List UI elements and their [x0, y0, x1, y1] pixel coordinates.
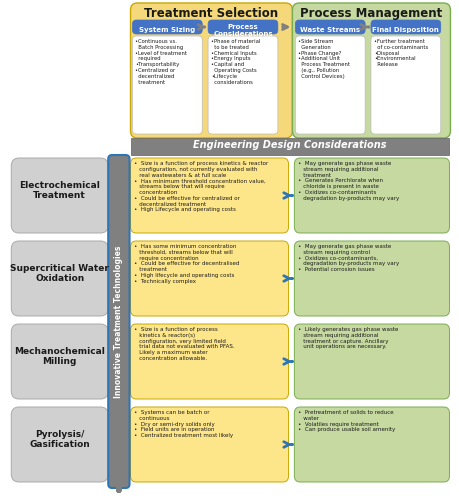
- Text: Process
Considerations: Process Considerations: [213, 24, 273, 37]
- FancyBboxPatch shape: [11, 241, 108, 316]
- Text: •  May generate gas phase waste
   stream requiring additional
   treatment
•  G: • May generate gas phase waste stream re…: [298, 161, 399, 201]
- FancyBboxPatch shape: [130, 407, 289, 482]
- FancyBboxPatch shape: [130, 324, 289, 399]
- FancyBboxPatch shape: [294, 158, 449, 233]
- Text: Process Management: Process Management: [300, 7, 442, 20]
- Text: •  Size is a function of process
   kinetics & reactor(s)
   configuration, very: • Size is a function of process kinetics…: [134, 327, 235, 361]
- FancyBboxPatch shape: [208, 36, 278, 134]
- Text: Waste Streams: Waste Streams: [300, 27, 360, 33]
- FancyBboxPatch shape: [11, 158, 108, 233]
- Text: Pyrolysis/
Gasification: Pyrolysis/ Gasification: [29, 430, 90, 449]
- Text: •  Size is a function of process kinetics & reactor
   configuration, not curren: • Size is a function of process kinetics…: [134, 161, 269, 212]
- Text: •  Has some minimum concentration
   threshold, streams below that will
   requi: • Has some minimum concentration thresho…: [134, 244, 240, 284]
- Text: •Continuous vs.
  Batch Processing
•Level of treatment
  required
•Transportabil: •Continuous vs. Batch Processing •Level …: [135, 39, 187, 84]
- Text: •  Likely generates gas phase waste
   stream requiring additional
   treatment : • Likely generates gas phase waste strea…: [298, 327, 398, 349]
- FancyBboxPatch shape: [371, 36, 441, 134]
- FancyBboxPatch shape: [11, 407, 108, 482]
- FancyBboxPatch shape: [130, 3, 292, 138]
- FancyBboxPatch shape: [108, 155, 129, 488]
- Text: Treatment Selection: Treatment Selection: [145, 7, 279, 20]
- Text: •  May generate gas phase waste
   stream requiring control
•  Oxidizes co-conta: • May generate gas phase waste stream re…: [298, 244, 399, 272]
- FancyBboxPatch shape: [11, 324, 108, 399]
- FancyBboxPatch shape: [130, 138, 449, 155]
- Text: Mechanochemical
Milling: Mechanochemical Milling: [14, 347, 105, 366]
- Text: •Phase of material
  to be treated
•Chemical Inputs
•Energy Inputs
•Capital and
: •Phase of material to be treated •Chemic…: [211, 39, 260, 84]
- Text: •Further treatment
  of co-contaminants
•Disposal
•Environmental
  Release: •Further treatment of co-contaminants •D…: [374, 39, 428, 67]
- FancyBboxPatch shape: [294, 324, 449, 399]
- Text: •  Systems can be batch or
   continuous
•  Dry or semi-dry solids only
•  Field: • Systems can be batch or continuous • D…: [134, 410, 234, 438]
- FancyBboxPatch shape: [133, 20, 202, 34]
- Text: Electrochemical
Treatment: Electrochemical Treatment: [19, 181, 100, 200]
- FancyBboxPatch shape: [295, 36, 365, 134]
- Text: •  Pretreatment of solids to reduce
   water
•  Volatiles require treatment
•  C: • Pretreatment of solids to reduce water…: [298, 410, 396, 432]
- Text: Engineering Design Considerations: Engineering Design Considerations: [193, 140, 387, 150]
- FancyBboxPatch shape: [295, 20, 365, 34]
- FancyBboxPatch shape: [371, 20, 441, 34]
- Text: System Sizing: System Sizing: [139, 27, 196, 33]
- Text: Final Disposition: Final Disposition: [373, 27, 439, 33]
- FancyBboxPatch shape: [208, 20, 278, 34]
- FancyBboxPatch shape: [130, 241, 289, 316]
- Text: •Side Stream
  Generation
•Phase Change?
•Additional Unit
  Process Treatment
  : •Side Stream Generation •Phase Change? •…: [298, 39, 350, 79]
- Text: Innovative Treatment Technologies: Innovative Treatment Technologies: [114, 246, 123, 398]
- FancyBboxPatch shape: [294, 407, 449, 482]
- FancyBboxPatch shape: [130, 158, 289, 233]
- Text: Supercritical Water
Oxidation: Supercritical Water Oxidation: [10, 264, 109, 283]
- FancyBboxPatch shape: [292, 3, 450, 138]
- FancyBboxPatch shape: [294, 241, 449, 316]
- FancyBboxPatch shape: [133, 36, 202, 134]
